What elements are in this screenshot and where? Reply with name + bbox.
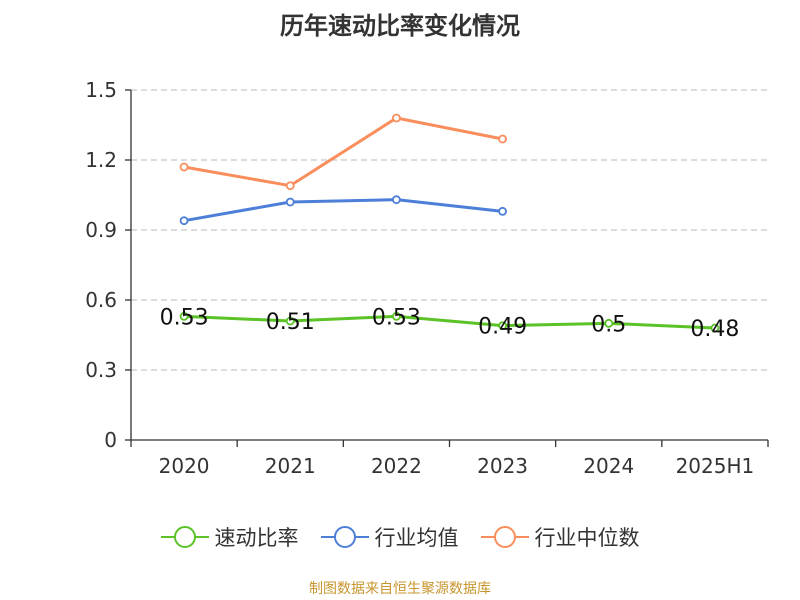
x-tick-label: 2025H1 xyxy=(676,454,755,478)
axes: 0 0.3 0.6 0.9 1.2 1.5 2020 2021 2022 2023 2024 2025… xyxy=(85,78,769,478)
data-labels: 0.53 0.51 0.53 0.49 0.5 0.48 xyxy=(160,305,740,342)
y-tick-label: 0.9 xyxy=(85,218,117,242)
y-tick-label: 0 xyxy=(104,428,117,452)
data-point xyxy=(179,311,189,321)
legend-marker-quick-ratio xyxy=(160,525,209,549)
legend-item-quick-ratio[interactable]: 速动比率 xyxy=(160,522,299,552)
data-point xyxy=(498,321,507,331)
y-tick-label: 1.2 xyxy=(85,148,117,172)
series-line-2 xyxy=(182,116,505,188)
x-tick-label: 2023 xyxy=(477,454,528,478)
data-point xyxy=(498,134,507,144)
data-point xyxy=(710,323,720,333)
legend-label-quick-ratio: 速动比率 xyxy=(214,526,299,550)
legend-item-industry-mean[interactable]: 行业均值 xyxy=(320,522,459,552)
data-label: 0.51 xyxy=(266,310,315,335)
data-point xyxy=(392,113,401,123)
data-point xyxy=(392,311,401,321)
x-tick-label: 2020 xyxy=(159,454,210,478)
series-line-1 xyxy=(182,198,505,223)
legend-label-industry-median: 行业中位数 xyxy=(534,526,640,550)
data-point xyxy=(285,197,295,207)
x-tick-label: 2024 xyxy=(583,454,634,478)
legend: 速动比率 行业均值 行业中位数 xyxy=(0,520,800,554)
legend-label-industry-mean: 行业均值 xyxy=(374,526,459,550)
data-label: 0.53 xyxy=(160,305,209,330)
data-point xyxy=(179,216,189,226)
data-label: 0.5 xyxy=(591,312,626,337)
source-note: 制图数据来自恒生聚源数据库 xyxy=(309,581,491,597)
data-label: 0.48 xyxy=(690,317,739,342)
data-point xyxy=(604,318,614,328)
y-tick-label: 0.3 xyxy=(85,358,117,382)
data-label: 0.53 xyxy=(372,305,421,330)
data-point xyxy=(285,181,295,191)
legend-marker-industry-median xyxy=(480,525,529,549)
data-point xyxy=(179,162,189,172)
x-tick-label: 2022 xyxy=(371,454,422,478)
legend-marker-industry-mean xyxy=(320,525,369,549)
y-tick-label: 0.6 xyxy=(85,288,117,312)
chart-title: 历年速动比率变化情况 xyxy=(280,12,520,40)
data-point xyxy=(285,316,295,326)
y-tick-label: 1.5 xyxy=(85,78,117,102)
series-line-0 xyxy=(182,314,717,330)
data-label: 0.49 xyxy=(478,315,527,340)
grid-lines xyxy=(131,89,768,371)
data-point xyxy=(498,206,507,216)
series-lines xyxy=(179,113,720,333)
legend-item-industry-median[interactable]: 行业中位数 xyxy=(480,522,640,552)
data-point xyxy=(392,195,401,205)
x-tick-label: 2021 xyxy=(265,454,316,478)
